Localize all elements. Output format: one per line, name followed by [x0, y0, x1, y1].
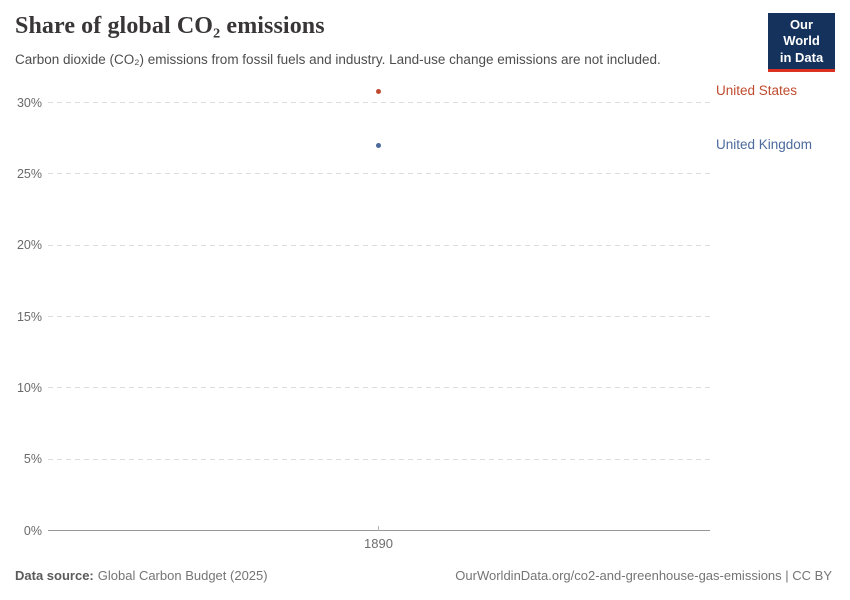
series-label-united-kingdom[interactable]: United Kingdom — [716, 137, 813, 153]
gridline — [48, 458, 710, 460]
data-source-value: Global Carbon Budget (2025) — [97, 568, 268, 583]
y-axis-tick-label: 30% — [16, 95, 42, 110]
data-point-united-states[interactable] — [376, 88, 381, 94]
data-point-united-kingdom[interactable] — [376, 142, 381, 148]
x-axis-line — [48, 530, 710, 531]
y-axis-tick-label: 5% — [23, 452, 42, 467]
y-axis-tick-label: 10% — [16, 380, 42, 395]
y-axis-tick-label: 15% — [16, 309, 42, 324]
gridline — [48, 173, 710, 175]
y-axis-tick-label: 20% — [16, 238, 42, 253]
y-axis-tick-label: 25% — [16, 166, 42, 181]
x-axis-tick — [378, 525, 379, 531]
gridline — [48, 102, 710, 103]
owid-logo-line1: Our World — [783, 17, 820, 49]
gridline — [48, 387, 710, 389]
gridline — [48, 316, 710, 317]
chart-title: Share of global CO₂ emissions — [15, 13, 325, 39]
y-axis-tick-label: 0% — [23, 523, 42, 538]
footer-url-license: OurWorldinData.org/co2-and-greenhouse-ga… — [455, 568, 832, 583]
series-label-united-states[interactable]: United States — [716, 83, 798, 99]
x-axis-tick-label: 1890 — [364, 536, 393, 551]
data-source-label: Data source: — [15, 568, 94, 583]
data-source: Data source: Global Carbon Budget (2025) — [15, 568, 268, 583]
chart-subtitle: Carbon dioxide (CO₂) emissions from foss… — [15, 52, 661, 67]
owid-logo-line2: in Data — [779, 49, 824, 65]
gridline — [48, 244, 710, 246]
owid-logo[interactable]: Our World in Data — [768, 13, 835, 72]
